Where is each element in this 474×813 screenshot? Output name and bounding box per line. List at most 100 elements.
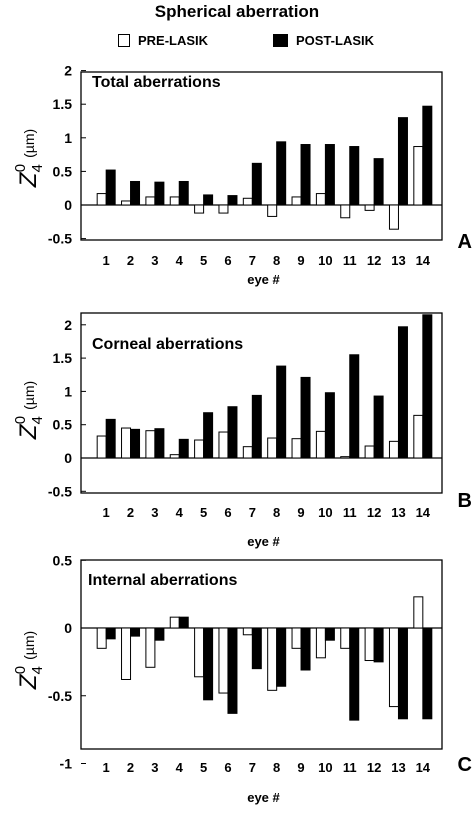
bar-post-lasik-eye-4 [178, 180, 189, 206]
x-tick-label: 8 [273, 505, 280, 520]
x-tick-label: 10 [318, 760, 332, 775]
bar-post-lasik-eye-8 [276, 627, 287, 687]
bar-post-lasik-eye-11 [349, 146, 360, 206]
x-tick-label: 2 [127, 253, 134, 268]
bar-pre-lasik-eye-10 [315, 627, 326, 659]
bar-post-lasik-eye-7 [251, 394, 262, 459]
panel-title: Corneal aberrations [92, 336, 243, 353]
bar-pre-lasik-eye-13 [388, 440, 399, 459]
y-tick-label: 0 [64, 450, 72, 466]
bar-post-lasik-eye-2 [130, 180, 141, 206]
bar-pre-lasik-eye-9 [291, 438, 302, 459]
bar-pre-lasik-eye-4 [169, 616, 180, 629]
bar-post-lasik-eye-7 [251, 627, 262, 670]
bar-pre-lasik-eye-4 [169, 454, 180, 459]
x-tick-label: 9 [297, 505, 304, 520]
x-tick-label: 10 [318, 253, 332, 268]
panel-letter: C [458, 754, 472, 776]
y-axis-label: Z40(µm) [12, 381, 46, 440]
x-tick-label: 7 [249, 253, 256, 268]
bar-post-lasik-eye-12 [373, 158, 384, 206]
bar-post-lasik-eye-10 [324, 144, 335, 206]
bar-pre-lasik-eye-13 [388, 627, 399, 708]
bar-pre-lasik-eye-10 [315, 430, 326, 459]
x-tick-label: 14 [416, 253, 431, 268]
y-tick-label: 2 [64, 317, 72, 333]
x-tick-label: 4 [176, 760, 184, 775]
x-axis-label: eye # [247, 272, 280, 287]
panel-title: Internal aberrations [88, 572, 237, 589]
plot-frame [80, 71, 443, 241]
legend-swatch-post-lasik [273, 34, 288, 47]
bar-post-lasik-eye-14 [422, 627, 433, 720]
bar-pre-lasik-eye-11 [340, 204, 351, 219]
bar-pre-lasik-eye-14 [413, 146, 424, 206]
x-tick-label: 7 [249, 760, 256, 775]
bar-pre-lasik-eye-10 [315, 193, 326, 206]
bar-pre-lasik-eye-8 [267, 204, 278, 217]
y-tick-label: 2 [64, 63, 72, 79]
x-axis-label: eye # [247, 790, 280, 805]
bar-pre-lasik-eye-2 [121, 200, 132, 206]
bar-post-lasik-eye-6 [227, 627, 238, 714]
bar-pre-lasik-eye-14 [413, 414, 424, 459]
x-tick-label: 4 [176, 505, 184, 520]
y-tick-label: 1.5 [53, 350, 73, 366]
x-tick-label: 13 [391, 505, 405, 520]
x-tick-label: 9 [297, 253, 304, 268]
bar-pre-lasik-eye-14 [413, 596, 424, 629]
y-tick-label: -0.5 [48, 483, 72, 499]
bar-post-lasik-eye-1 [105, 169, 116, 206]
bar-pre-lasik-eye-3 [145, 627, 156, 668]
x-tick-label: 12 [367, 253, 381, 268]
x-tick-label: 3 [151, 760, 158, 775]
x-tick-label: 14 [416, 760, 431, 775]
plot-frame [80, 312, 443, 494]
y-tick-label: -0.5 [48, 688, 72, 704]
y-tick-label: 0.5 [53, 552, 73, 568]
x-tick-label: 8 [273, 760, 280, 775]
x-tick-label: 1 [103, 505, 110, 520]
y-tick-label: 0 [64, 197, 72, 213]
legend-swatch-pre-lasik [118, 34, 130, 47]
bar-post-lasik-eye-13 [397, 627, 408, 720]
bar-post-lasik-eye-12 [373, 395, 384, 459]
bar-post-lasik-eye-7 [251, 162, 262, 206]
panel-letter: A [458, 231, 472, 253]
bar-pre-lasik-eye-12 [364, 627, 375, 662]
x-tick-label: 12 [367, 505, 381, 520]
x-tick-label: 4 [176, 253, 184, 268]
bar-pre-lasik-eye-12 [364, 445, 375, 459]
x-tick-label: 9 [297, 760, 304, 775]
bar-pre-lasik-eye-1 [96, 193, 107, 206]
bar-pre-lasik-eye-3 [145, 430, 156, 459]
x-tick-label: 6 [224, 760, 231, 775]
bar-post-lasik-eye-8 [276, 141, 287, 206]
bar-pre-lasik-eye-3 [145, 196, 156, 206]
bar-post-lasik-eye-5 [203, 194, 214, 206]
legend-item-post-lasik: POST-LASIK [273, 33, 374, 48]
bar-post-lasik-eye-8 [276, 365, 287, 459]
bar-pre-lasik-eye-6 [218, 431, 229, 459]
bar-post-lasik-eye-14 [422, 314, 433, 459]
bar-pre-lasik-eye-4 [169, 196, 180, 206]
y-tick-label: -0.5 [48, 231, 72, 247]
panel-letter: B [458, 490, 472, 512]
bar-post-lasik-eye-6 [227, 195, 238, 206]
bar-post-lasik-eye-4 [178, 616, 189, 629]
bar-pre-lasik-eye-1 [96, 435, 107, 459]
y-tick-label: 0.5 [53, 163, 73, 179]
y-axis-label: Z40(µm) [12, 129, 46, 188]
bar-post-lasik-eye-4 [178, 438, 189, 459]
legend-label-pre-lasik: PRE-LASIK [138, 33, 209, 48]
bar-post-lasik-eye-3 [154, 428, 165, 459]
x-tick-label: 6 [224, 505, 231, 520]
bar-pre-lasik-eye-7 [242, 197, 253, 206]
x-tick-label: 2 [127, 760, 134, 775]
bar-post-lasik-eye-3 [154, 181, 165, 206]
bar-pre-lasik-eye-6 [218, 627, 229, 694]
bar-pre-lasik-eye-13 [388, 204, 399, 230]
x-tick-label: 11 [343, 760, 357, 775]
bar-pre-lasik-eye-2 [121, 427, 132, 459]
